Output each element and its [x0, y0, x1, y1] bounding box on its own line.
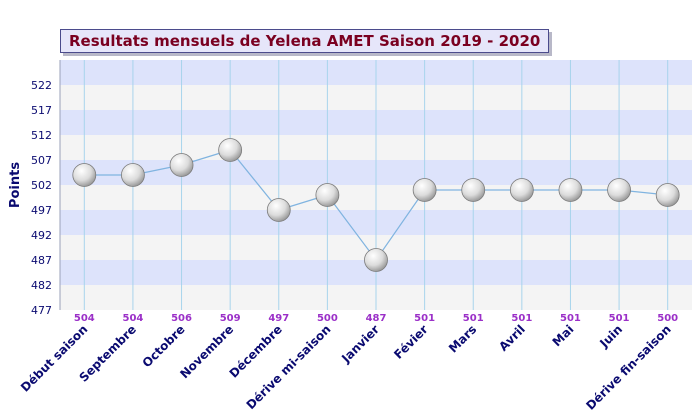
- x-category-label: Avril: [496, 322, 528, 354]
- y-tick-label: 482: [31, 279, 52, 292]
- data-value-label: 501: [609, 313, 630, 324]
- data-value-label: 501: [463, 313, 484, 324]
- y-tick-label: 512: [31, 129, 52, 142]
- data-value-label: 500: [317, 313, 338, 324]
- x-category-label: Mai: [550, 322, 577, 349]
- data-point: [315, 183, 340, 207]
- x-category-label: Févier: [391, 322, 431, 362]
- data-value-label: 509: [220, 313, 241, 324]
- y-tick-labels: 477 482 487 492 497 502 507 512 517 522: [31, 79, 52, 317]
- data-value-label: 506: [171, 313, 192, 324]
- x-category-label: Dérive mi-saison: [244, 322, 334, 412]
- y-tick-label: 492: [31, 229, 52, 242]
- data-value-label: 487: [366, 313, 387, 324]
- data-point: [218, 138, 243, 162]
- data-point: [607, 178, 631, 202]
- y-tick-label: 517: [31, 104, 52, 117]
- x-category-label: Juin: [596, 322, 625, 351]
- data-markers: [72, 138, 680, 272]
- x-category-label: Dérive fin-saison: [583, 322, 673, 412]
- x-category-label: Janvier: [338, 322, 382, 366]
- x-category-label: Mars: [446, 322, 479, 355]
- data-point: [509, 178, 534, 202]
- data-point: [72, 163, 97, 187]
- data-value-label: 500: [657, 313, 678, 324]
- data-value-label: 504: [122, 313, 143, 324]
- data-point: [412, 178, 437, 202]
- data-point: [364, 248, 388, 272]
- y-axis-title: Points: [8, 162, 23, 208]
- data-point: [169, 153, 194, 177]
- data-point: [266, 198, 291, 222]
- x-category-label: Octobre: [140, 322, 188, 370]
- data-point: [461, 178, 486, 202]
- y-tick-label: 502: [31, 179, 52, 192]
- chart-title: Resultats mensuels de Yelena AMET Saison…: [60, 29, 550, 53]
- data-value-labels: 504 504 506 509 497 500 487 501 501 501 501 501 500: [74, 313, 678, 324]
- y-tick-label: 487: [31, 254, 52, 267]
- data-value-label: 501: [414, 313, 435, 324]
- data-value-label: 497: [268, 313, 289, 324]
- y-tick-label: 522: [31, 79, 52, 92]
- data-point: [121, 163, 145, 187]
- data-value-label: 501: [511, 313, 532, 324]
- x-category-label: Début saison: [18, 322, 90, 394]
- y-tick-label: 477: [31, 304, 52, 317]
- y-tick-label: 497: [31, 204, 52, 217]
- data-value-label: 501: [560, 313, 581, 324]
- data-value-label: 504: [74, 313, 95, 324]
- y-tick-label: 507: [31, 154, 52, 167]
- data-point: [655, 183, 680, 207]
- data-point: [558, 178, 583, 202]
